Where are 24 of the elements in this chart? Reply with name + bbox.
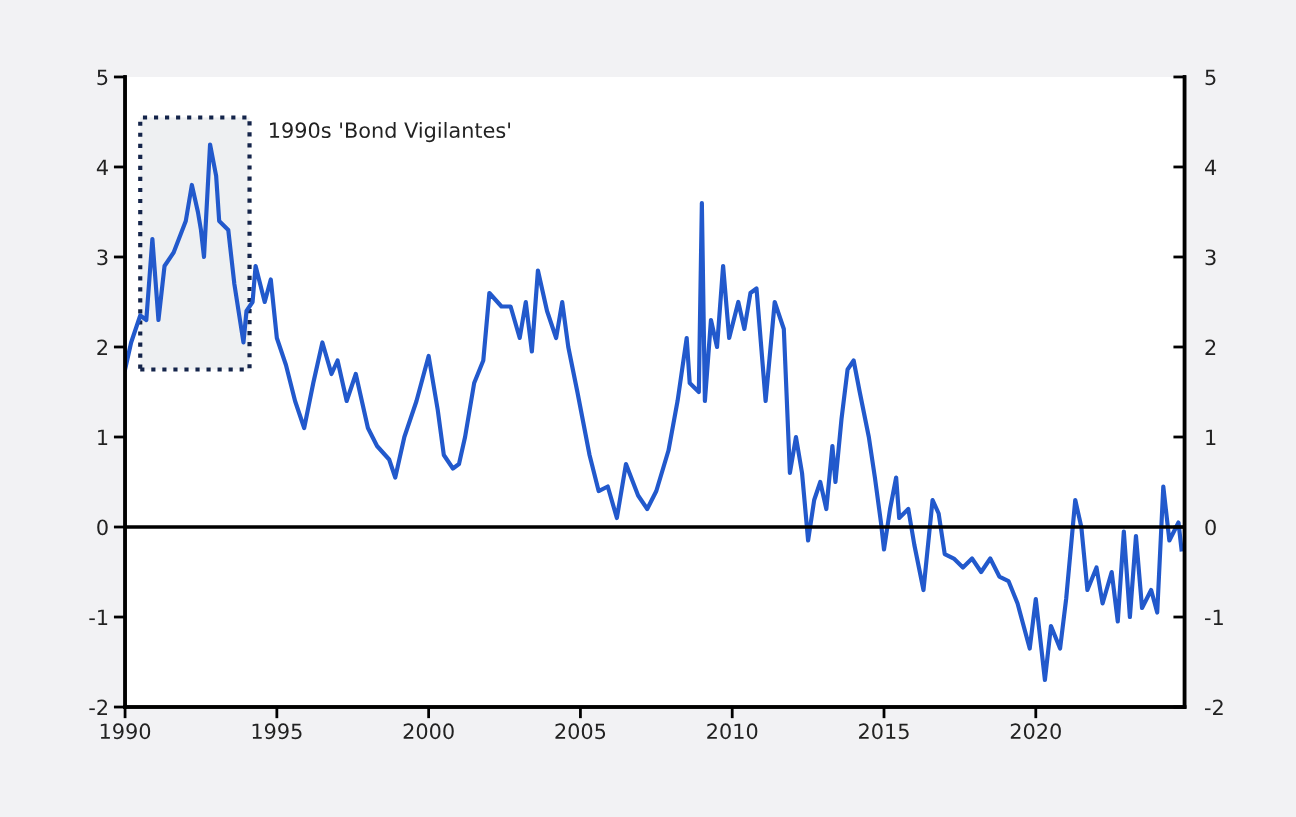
x-tick-label: 2005 [555,723,606,740]
x-tick-label: 1995 [252,723,302,740]
x-tick-label: 2015 [859,723,909,740]
band-label: 1990s 'Bond Vigilantes' [270,121,510,143]
x-tick-label: 1990 [100,723,151,740]
y-tick-label: 5 [97,69,108,86]
y-tick-label: 3 [97,249,108,266]
y2-tick-label: -1 [1205,609,1223,625]
y2-tick-label: 2 [1205,339,1216,355]
y-tick-label: 4 [96,159,108,175]
y-tick-label: -2 [89,699,108,715]
x-tick-label: 2000 [403,723,454,740]
y-tick-label: 1 [98,429,108,445]
y-tick-label: 2 [97,339,108,355]
y2-tick-label: 4 [1205,159,1217,175]
y-tick-label: 0 [97,519,108,536]
x-tick-label: 2020 [1010,723,1061,740]
x-tick-label: 2010 [707,723,758,740]
y2-tick-label: 1 [1206,429,1216,445]
y2-tick-label: 5 [1205,69,1216,86]
y2-tick-label: -2 [1205,699,1223,715]
y-tick-label: -1 [89,609,108,625]
y2-tick-label: 3 [1205,249,1216,266]
y2-tick-label: 0 [1205,519,1216,536]
